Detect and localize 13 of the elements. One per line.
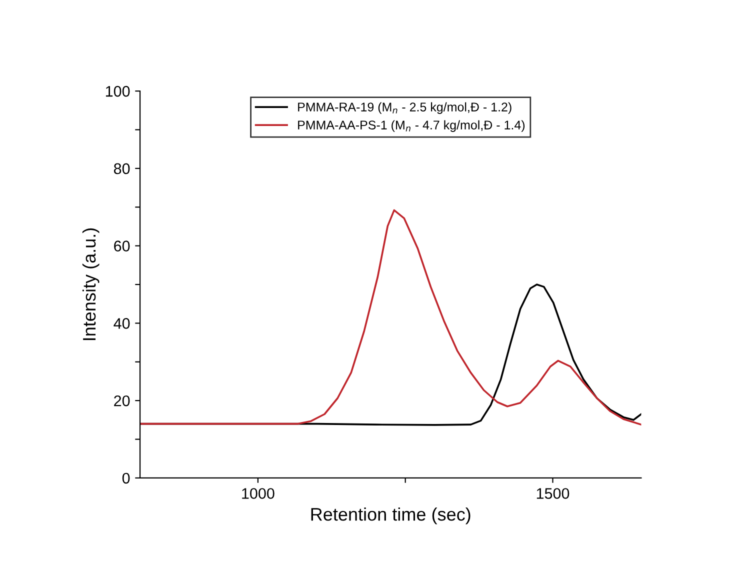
x-tick-label: 1000	[242, 488, 274, 499]
y-tick-label: 0	[122, 472, 130, 484]
y-tick-label: 40	[114, 318, 130, 329]
y-axis-title: Intensity (a.u.)	[82, 228, 100, 340]
y-tick-label: 60	[114, 240, 130, 252]
x-axis-title: Retention time (sec)	[311, 507, 470, 524]
y-tick-label: 20	[114, 395, 130, 406]
x-tick-label: 1500	[536, 488, 570, 499]
line-series	[140, 209, 642, 426]
legend-label: PMMA-RA-19 (M$_{n}$ - 2.5 kg/mol,Đ - 1.2)	[298, 102, 512, 114]
legend-label: PMMA-AA-PS-1 (M$_{n}$ - 4.7 kg/mol,Đ - 1.4)	[298, 120, 525, 132]
y-tick-label: 100	[106, 86, 130, 97]
y-tick-label: 80	[114, 163, 130, 174]
